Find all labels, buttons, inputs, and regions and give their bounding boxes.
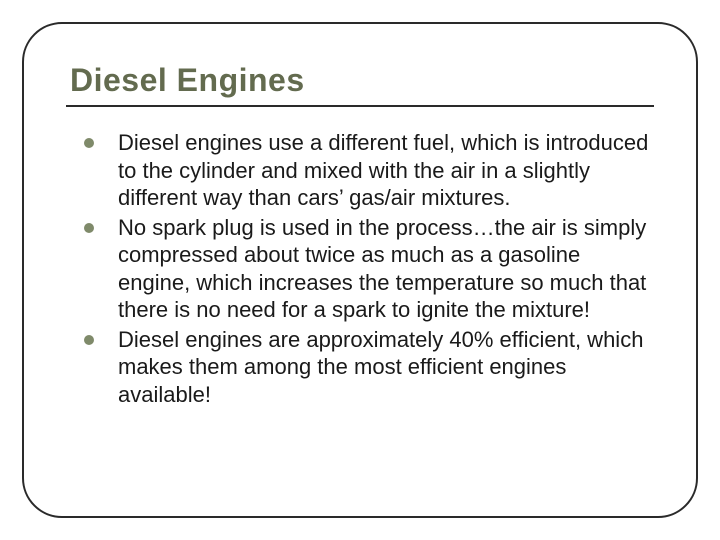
slide-frame: Diesel Engines Diesel engines use a diff…	[22, 22, 698, 518]
bullet-icon	[84, 223, 94, 233]
bullet-text: No spark plug is used in the process…the…	[118, 215, 646, 323]
bullet-list: Diesel engines use a different fuel, whi…	[70, 129, 650, 408]
slide-title: Diesel Engines	[70, 62, 650, 99]
title-underline	[66, 105, 654, 107]
bullet-text: Diesel engines use a different fuel, whi…	[118, 130, 648, 210]
bullet-icon	[84, 138, 94, 148]
list-item: Diesel engines are approximately 40% eff…	[84, 326, 650, 409]
list-item: Diesel engines use a different fuel, whi…	[84, 129, 650, 212]
bullet-icon	[84, 335, 94, 345]
list-item: No spark plug is used in the process…the…	[84, 214, 650, 324]
bullet-text: Diesel engines are approximately 40% eff…	[118, 327, 643, 407]
